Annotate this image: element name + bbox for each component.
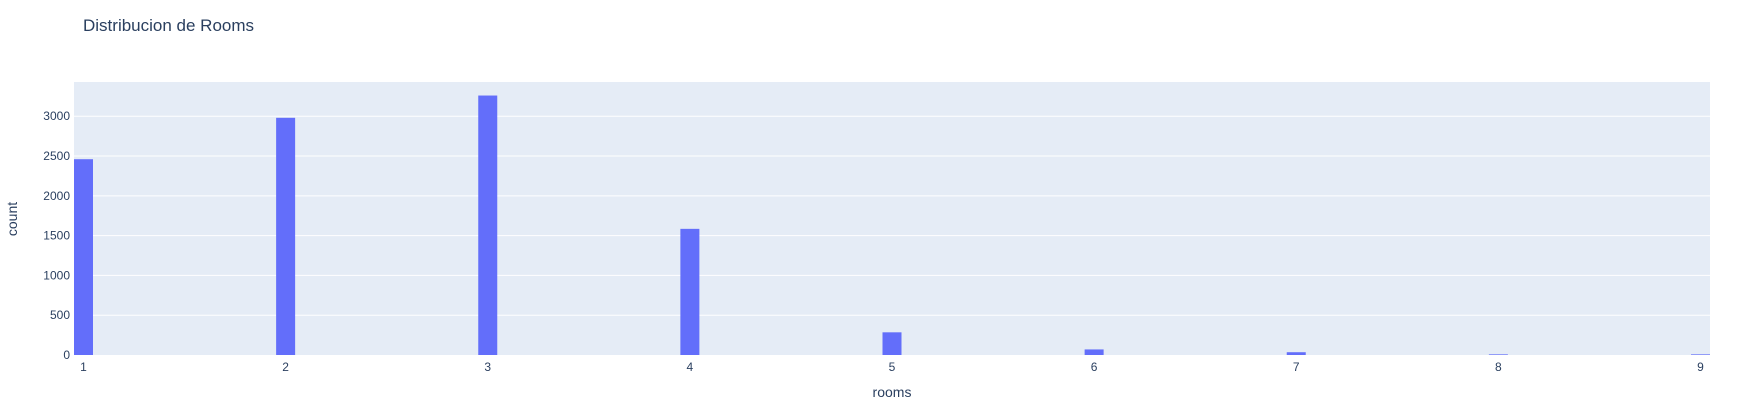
x-tick-label: 7 xyxy=(1293,360,1300,374)
x-tick-label: 5 xyxy=(889,360,896,374)
y-tick-label: 1000 xyxy=(43,268,70,282)
bar-rooms-3[interactable] xyxy=(478,95,498,355)
y-tick-label: 1500 xyxy=(43,229,70,243)
y-tick-label: 2500 xyxy=(43,149,70,163)
y-tick-label: 3000 xyxy=(43,109,70,123)
x-tick-label: 2 xyxy=(282,360,289,374)
bar-rooms-9[interactable] xyxy=(1691,354,1710,355)
bar-rooms-6[interactable] xyxy=(1084,349,1104,355)
x-tick-label: 9 xyxy=(1697,360,1704,374)
bar-rooms-2[interactable] xyxy=(276,117,296,355)
y-tick-label: 2000 xyxy=(43,189,70,203)
x-axis-ticks: 1 2 3 4 5 6 7 8 9 xyxy=(80,360,1704,374)
bar-rooms-5[interactable] xyxy=(882,332,902,355)
x-tick-label: 3 xyxy=(484,360,491,374)
bar-rooms-1[interactable] xyxy=(74,159,93,355)
bar-rooms-8[interactable] xyxy=(1488,354,1508,355)
y-tick-label: 500 xyxy=(50,308,70,322)
plot-area xyxy=(74,82,1710,355)
bars-group xyxy=(74,95,1710,355)
x-tick-label: 6 xyxy=(1091,360,1098,374)
y-tick-label: 0 xyxy=(63,348,70,362)
y-axis-title: count xyxy=(4,202,20,236)
x-tick-label: 1 xyxy=(80,360,87,374)
x-axis-title: rooms xyxy=(873,384,912,400)
bar-rooms-4[interactable] xyxy=(680,228,700,355)
bar-rooms-7[interactable] xyxy=(1286,352,1306,355)
y-axis-ticks: 0 500 1000 1500 2000 2500 3000 xyxy=(43,109,70,362)
y-gridlines xyxy=(74,115,1710,316)
x-tick-label: 4 xyxy=(687,360,694,374)
chart-title: Distribucion de Rooms xyxy=(83,16,254,35)
x-tick-label: 8 xyxy=(1495,360,1502,374)
